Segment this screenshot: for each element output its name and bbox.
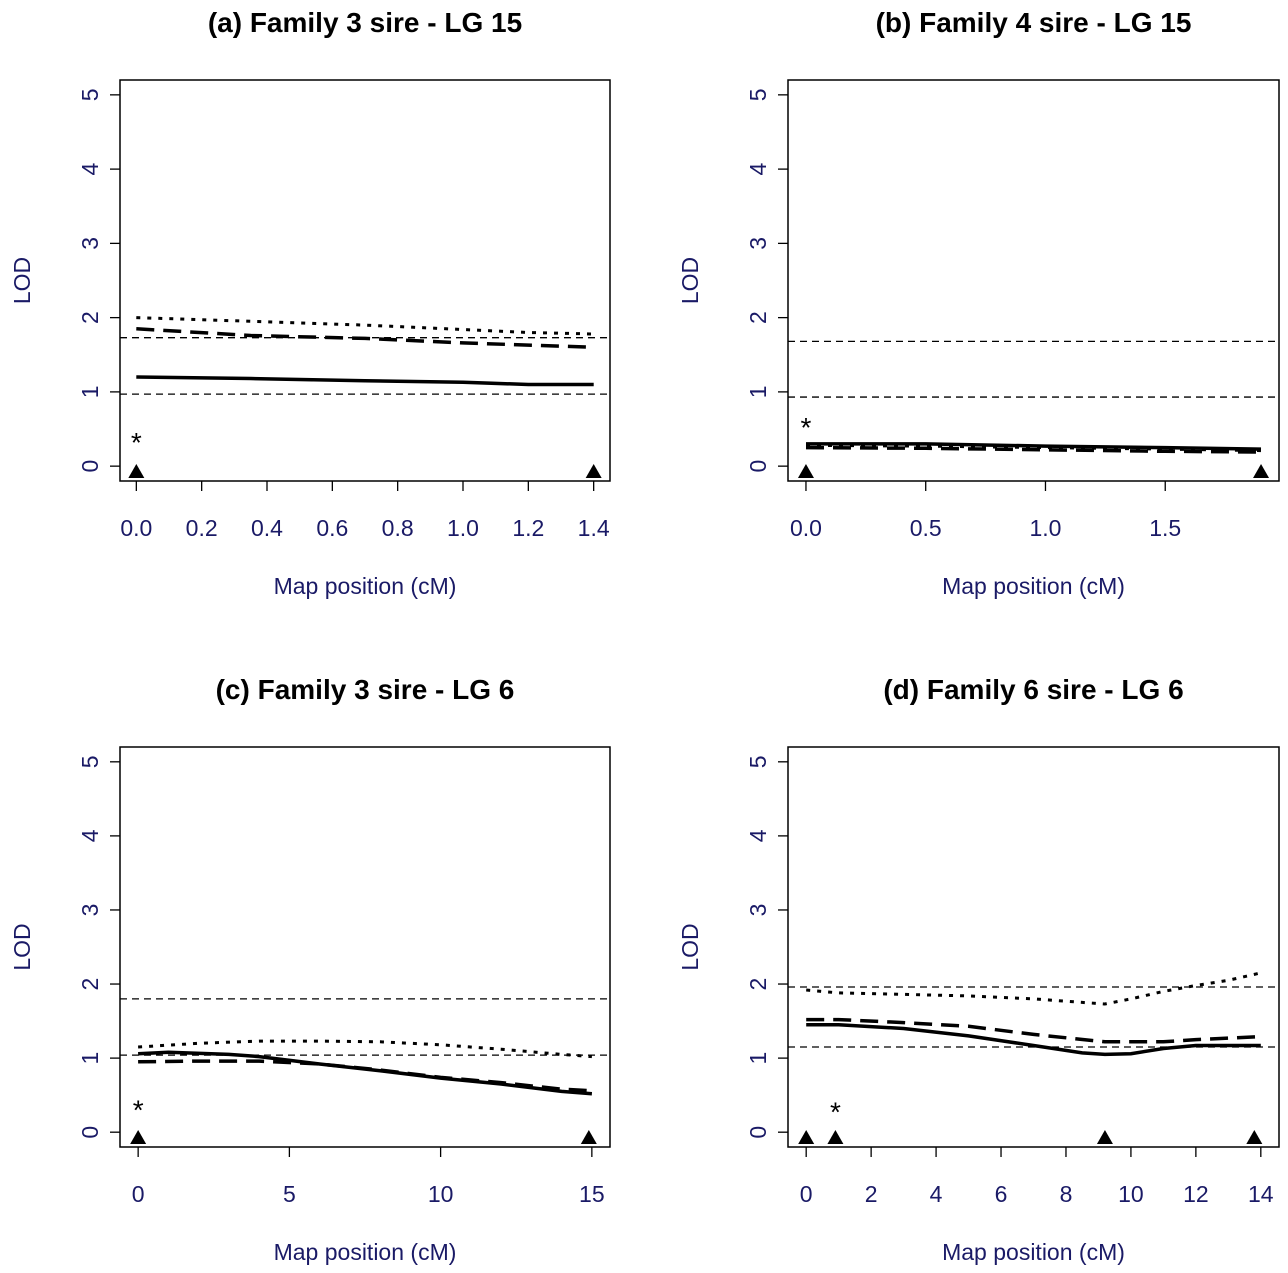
panel-d-x-tick-label: 2: [865, 1181, 878, 1207]
panel-b-y-tick-label: 2: [745, 311, 771, 324]
panel-d-asterisk: *: [830, 1097, 841, 1128]
panel-d-marker-triangle: [1096, 1130, 1113, 1144]
panel-a-x-tick-label: 1.4: [578, 515, 610, 541]
panel-a-x-tick-label: 1.0: [447, 515, 479, 541]
panel-a-y-tick-label: 0: [77, 460, 103, 473]
panel-d-x-tick-label: 14: [1248, 1181, 1274, 1207]
panel-c-y-tick-label: 0: [77, 1126, 103, 1139]
panel-b-y-tick-label: 5: [745, 88, 771, 101]
panel-b-y-tick-label: 4: [745, 163, 771, 176]
panel-c-frame: [119, 746, 611, 1148]
panel-c-series-solid: [138, 1050, 593, 1096]
panel-a-marker-triangle: [128, 464, 145, 478]
panel-d-ylabel: LOD: [677, 923, 703, 970]
panel-c-y-tick-label: 1: [77, 1052, 103, 1065]
panel-d-x-tick-label: 10: [1118, 1181, 1144, 1207]
panel-a-x-tick-label: 0.8: [382, 515, 414, 541]
panel-b-x-tick-label: 1.5: [1149, 515, 1181, 541]
panel-d-marker-triangle: [1246, 1130, 1263, 1144]
panel-a-xlabel: Map position (cM): [274, 573, 457, 599]
panel-a-x-tick-label: 0.2: [186, 515, 218, 541]
panel-c-marker-triangle: [130, 1130, 147, 1144]
panel-a-y-tick-label: 1: [77, 385, 103, 398]
panel-d-marker-triangle: [798, 1130, 815, 1144]
panel-c-y-tick-label: 5: [77, 755, 103, 768]
panel-b-frame: [787, 79, 1280, 482]
panel-b-x-tick-label: 1.0: [1029, 515, 1061, 541]
panel-d-series-dotted: [806, 971, 1262, 1006]
panel-d-marker-triangle: [827, 1130, 844, 1144]
panel-a-x-tick-label: 0.4: [251, 515, 283, 541]
panel-b-y-tick-label: 1: [745, 385, 771, 398]
panel-c-title: (c) Family 3 sire - LG 6: [216, 674, 515, 705]
panel-a-frame: [119, 79, 611, 482]
panel-d-series-solid: [806, 1023, 1261, 1057]
panel-b-x-tick-label: 0.0: [790, 515, 822, 541]
panel-a-title: (a) Family 3 sire - LG 15: [208, 7, 522, 38]
panel-a-y-tick-label: 4: [77, 163, 103, 176]
panel-d-x-tick-label: 4: [930, 1181, 943, 1207]
panel-d-title: (d) Family 6 sire - LG 6: [883, 674, 1183, 705]
panel-a-x-tick-label: 1.2: [512, 515, 544, 541]
panel-d-x-tick-label: 12: [1183, 1181, 1209, 1207]
panel-d-x-tick-label: 0: [800, 1181, 813, 1207]
panel-c-x-tick-label: 5: [283, 1181, 296, 1207]
panel-c-asterisk: *: [133, 1095, 144, 1126]
panel-b-series-dotted: [805, 443, 1262, 453]
panel-b-xlabel: Map position (cM): [942, 573, 1125, 599]
panel-b-ylabel: LOD: [677, 257, 703, 304]
panel-d-x-tick-label: 8: [1060, 1181, 1073, 1207]
panel-c-x-tick-label: 15: [579, 1181, 605, 1207]
panel-a-y-tick-label: 5: [77, 88, 103, 101]
panel-a-ylabel: LOD: [9, 257, 35, 304]
panel-c-series-dotted: [138, 1039, 593, 1059]
panel-c-series-dashed: [138, 1059, 592, 1093]
panel-b-y-tick-label: 3: [745, 237, 771, 250]
panel-d: (d) Family 6 sire - LG 6 Map position (c…: [677, 674, 1280, 1265]
panel-b-y-tick-label: 0: [745, 460, 771, 473]
panel-b-series-dashed: [805, 445, 1262, 454]
panel-c: (c) Family 3 sire - LG 6 Map position (c…: [9, 674, 611, 1265]
panel-d-xlabel: Map position (cM): [942, 1239, 1125, 1265]
panel-a-series-dashed: [136, 327, 594, 350]
panel-c-y-tick-label: 3: [77, 904, 103, 917]
panel-d-y-tick-label: 1: [745, 1052, 771, 1065]
panel-a-asterisk: *: [131, 427, 142, 458]
panel-a-series-solid: [136, 375, 594, 387]
panel-b-title: (b) Family 4 sire - LG 15: [876, 7, 1192, 38]
panel-a: (a) Family 3 sire - LG 15 Map position (…: [9, 7, 611, 599]
panel-d-y-tick-label: 5: [745, 755, 771, 768]
panel-b: (b) Family 4 sire - LG 15 Map position (…: [677, 7, 1280, 599]
panel-a-y-tick-label: 2: [77, 311, 103, 324]
panel-d-y-tick-label: 2: [745, 978, 771, 991]
panel-b-marker-triangle: [797, 464, 814, 478]
panel-d-y-tick-label: 3: [745, 904, 771, 917]
panel-c-y-tick-label: 2: [77, 978, 103, 991]
panel-c-marker-triangle: [580, 1130, 597, 1144]
panel-b-series-solid: [806, 442, 1262, 451]
panel-c-x-tick-label: 10: [428, 1181, 454, 1207]
panel-b-x-tick-label: 0.5: [910, 515, 942, 541]
panel-d-x-tick-label: 6: [995, 1181, 1008, 1207]
panel-c-xlabel: Map position (cM): [274, 1239, 457, 1265]
panel-c-ylabel: LOD: [9, 923, 35, 970]
panel-d-frame: [787, 746, 1280, 1148]
panel-d-series-dashed: [806, 1017, 1261, 1044]
panel-a-marker-triangle: [585, 464, 602, 478]
panel-a-x-tick-label: 0.6: [316, 515, 348, 541]
panel-a-x-tick-label: 0.0: [120, 515, 152, 541]
panel-d-y-tick-label: 0: [745, 1126, 771, 1139]
panel-a-series-dotted: [136, 316, 594, 336]
panel-d-y-tick-label: 4: [745, 829, 771, 842]
panel-b-asterisk: *: [801, 412, 812, 443]
panel-a-y-tick-label: 3: [77, 237, 103, 250]
panel-c-x-tick-label: 0: [132, 1181, 145, 1207]
panel-b-marker-triangle: [1253, 464, 1270, 478]
panel-c-y-tick-label: 4: [77, 829, 103, 842]
